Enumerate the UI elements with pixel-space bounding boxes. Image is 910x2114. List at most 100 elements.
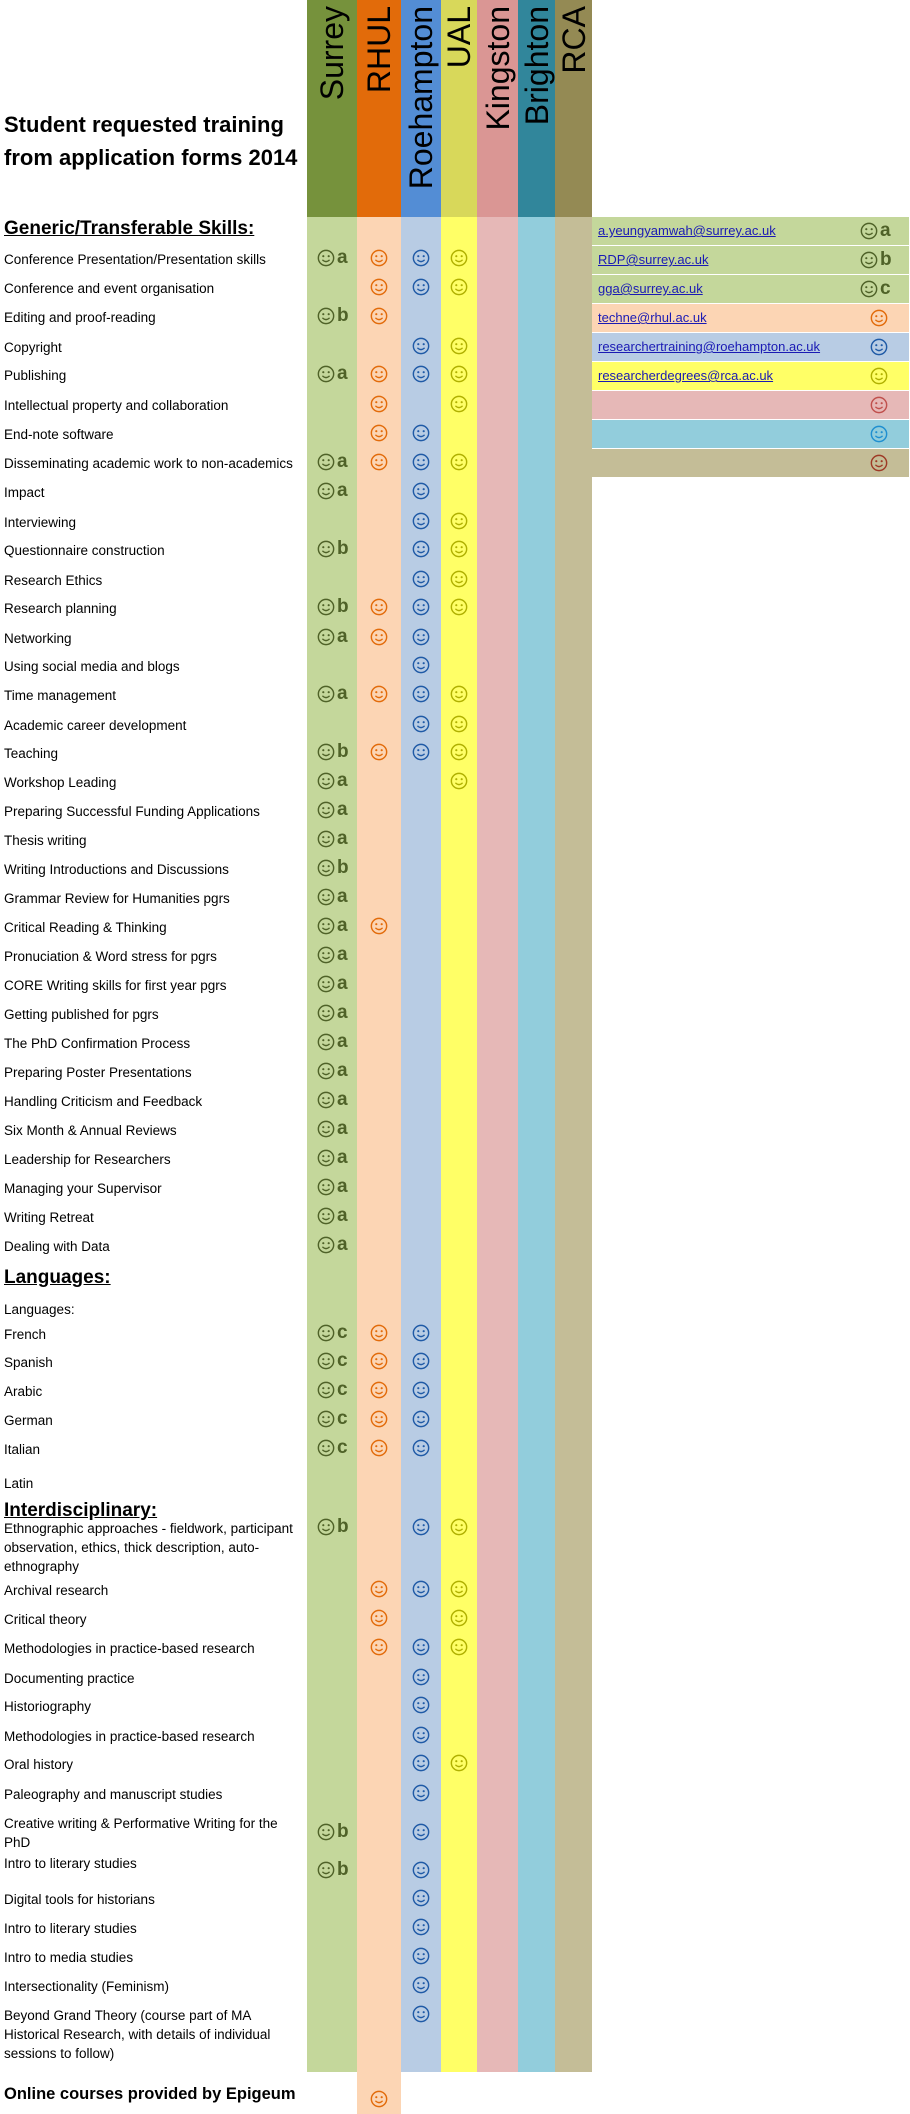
smiley-icon — [870, 367, 888, 385]
smiley-icon — [412, 685, 430, 703]
mark-letter: b — [337, 596, 349, 617]
smiley-icon — [370, 1439, 388, 1457]
mark-letter: a — [337, 973, 348, 994]
smiley-icon — [370, 424, 388, 442]
contact-email-link[interactable]: a.yeungyamwah@surrey.ac.uk — [598, 223, 776, 238]
smiley-icon — [317, 801, 335, 819]
mark-letter: c — [337, 1437, 348, 1458]
column-header-label: Kingston — [479, 6, 516, 131]
column-band-rca — [555, 217, 592, 2072]
smiley-icon — [317, 365, 335, 383]
contact-email-link[interactable]: RDP@surrey.ac.uk — [598, 252, 709, 267]
smiley-icon — [317, 1439, 335, 1457]
smiley-icon — [317, 628, 335, 646]
smiley-icon — [412, 1947, 430, 1965]
mark-letter: a — [337, 1176, 348, 1197]
contact-email-link[interactable]: gga@surrey.ac.uk — [598, 281, 703, 296]
smiley-icon — [412, 337, 430, 355]
contact-email-link[interactable]: researcherdegrees@rca.ac.uk — [598, 368, 774, 383]
row-label: Arabic — [4, 1384, 43, 1399]
mark-letter: b — [337, 857, 349, 878]
smiley-icon — [370, 1324, 388, 1342]
smiley-icon — [317, 307, 335, 325]
row-label: Preparing Poster Presentations — [4, 1065, 192, 1080]
mark-letter: c — [337, 1408, 348, 1429]
smiley-icon — [317, 1149, 335, 1167]
smiley-icon — [450, 1518, 468, 1536]
mark-letter: a — [337, 828, 348, 849]
smiley-icon — [870, 396, 888, 414]
section-languages: Languages: — [4, 1267, 111, 1288]
mark-letter: a — [337, 770, 348, 791]
smiley-icon — [450, 512, 468, 530]
row-label: Grammar Review for Humanities pgrs — [4, 891, 230, 906]
row-label: French — [4, 1327, 47, 1342]
mark-letter: a — [337, 1147, 348, 1168]
smiley-icon — [317, 1091, 335, 1109]
smiley-icon — [317, 1352, 335, 1370]
column-header-kingston: Kingston — [477, 0, 518, 217]
mark-letter: a — [337, 915, 348, 936]
smiley-icon — [412, 424, 430, 442]
smiley-icon — [370, 917, 388, 935]
column-header-label: Surrey — [314, 6, 350, 101]
smiley-icon — [370, 395, 388, 413]
row-label: Conference Presentation/Presentation ski… — [4, 252, 266, 267]
smiley-icon — [317, 1381, 335, 1399]
row-label: Six Month & Annual Reviews — [4, 1123, 177, 1138]
row-label: Editing and proof-reading — [4, 310, 156, 325]
mark-letter: a — [337, 1002, 348, 1023]
smiley-icon — [412, 1823, 430, 1841]
smiley-icon — [317, 1062, 335, 1080]
smiley-icon — [450, 365, 468, 383]
row-label: Documenting practice — [4, 1671, 135, 1686]
row-label: Interviewing — [4, 515, 77, 530]
smiley-icon — [370, 685, 388, 703]
row-label: Networking — [4, 631, 72, 646]
column-header-roehampton: Roehampton — [401, 0, 441, 217]
mark-letter: a — [337, 451, 348, 472]
smiley-icon — [450, 598, 468, 616]
smiley-icon — [370, 1352, 388, 1370]
contact-email-link[interactable]: techne@rhul.ac.uk — [598, 310, 707, 325]
smiley-icon — [412, 1918, 430, 1936]
row-label: End-note software — [4, 427, 114, 442]
mark-letter: a — [337, 1205, 348, 1226]
row-label: German — [4, 1413, 53, 1428]
row-label: Intersectionality (Feminism) — [4, 1979, 170, 1994]
smiley-icon — [412, 1696, 430, 1714]
row-label: Workshop Leading — [4, 775, 117, 790]
mark-letter: b — [337, 1821, 349, 1842]
row-label: Using social media and blogs — [4, 659, 180, 674]
smiley-icon — [317, 888, 335, 906]
row-label: Time management — [4, 688, 117, 703]
smiley-icon — [412, 1518, 430, 1536]
smiley-icon — [317, 1324, 335, 1342]
smiley-icon — [412, 715, 430, 733]
smiley-icon — [450, 772, 468, 790]
row-label: Pronuciation & Word stress for pgrs — [4, 949, 217, 964]
smiley-icon — [370, 307, 388, 325]
contact-row — [592, 449, 909, 477]
smiley-icon — [412, 1439, 430, 1457]
smiley-icon — [412, 1410, 430, 1428]
column-header-ual: UAL — [441, 0, 477, 217]
column-band-roehampton — [401, 217, 441, 2072]
smiley-icon — [317, 1823, 335, 1841]
mark-letter: a — [337, 1031, 348, 1052]
mark-letter: a — [337, 683, 348, 704]
contact-email-link[interactable]: researchertraining@roehampton.ac.uk — [598, 339, 821, 354]
mark-letter: b — [337, 538, 349, 559]
smiley-icon — [317, 540, 335, 558]
smiley-icon — [412, 1861, 430, 1879]
smiley-icon — [450, 1754, 468, 1772]
smiley-icon — [412, 1976, 430, 1994]
smiley-icon — [870, 309, 888, 327]
smiley-icon — [450, 278, 468, 296]
contact-row: researcherdegrees@rca.ac.uk — [592, 362, 909, 390]
row-label: Dealing with Data — [4, 1239, 110, 1254]
row-label: Spanish — [4, 1355, 53, 1370]
row-label: Publishing — [4, 368, 67, 383]
row-label: Preparing Successful Funding Application… — [4, 804, 260, 819]
smiley-icon — [370, 365, 388, 383]
